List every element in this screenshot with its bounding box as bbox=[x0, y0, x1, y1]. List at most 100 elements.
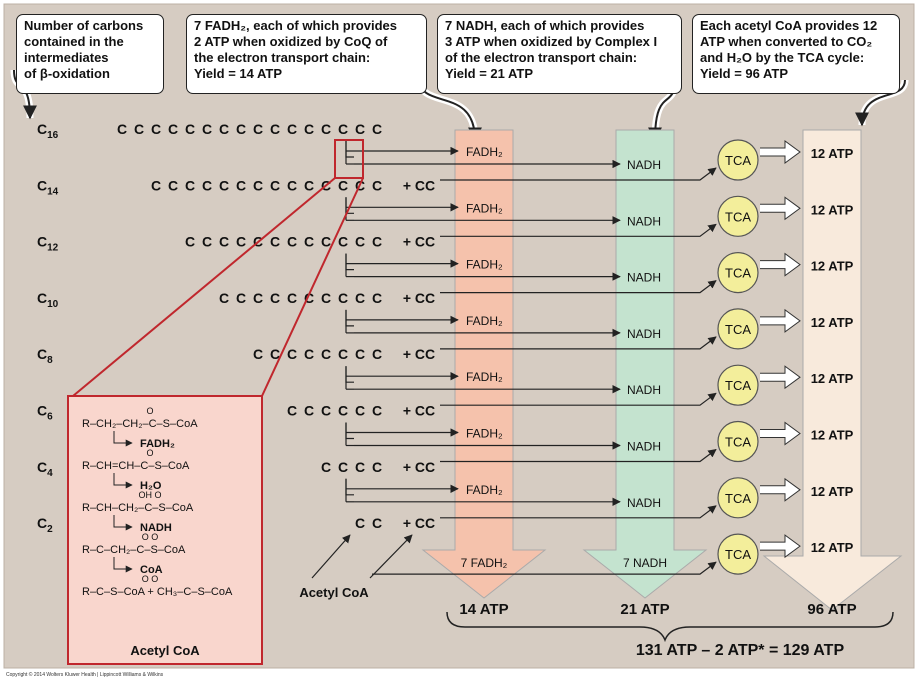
carbon-atom: C bbox=[338, 459, 348, 475]
inset-mol-top: OH O bbox=[138, 490, 161, 500]
callout-line: ATP when converted to CO₂ bbox=[700, 34, 873, 49]
carbon-atom: C bbox=[287, 121, 297, 137]
tca-cycle-circle bbox=[717, 195, 759, 237]
atp-hollow-arrow bbox=[760, 196, 801, 221]
row-atp-yield: 12 ATP bbox=[811, 315, 854, 330]
carbon-atom: C bbox=[355, 459, 365, 475]
tca-label: TCA bbox=[725, 322, 751, 337]
fadh2-label: FADH₂ bbox=[466, 314, 503, 328]
callout-acetyl-pointer bbox=[855, 79, 906, 127]
callout-carbons: Number of carbons contained in the interme… bbox=[16, 14, 164, 94]
carbon-atom: C bbox=[338, 346, 348, 362]
row-label: C2 bbox=[37, 515, 53, 535]
inset-step-label: NADH bbox=[140, 522, 172, 534]
carbon-atom: C bbox=[372, 121, 382, 137]
callout-line: intermediates bbox=[24, 50, 109, 65]
carbon-atom: C bbox=[287, 177, 297, 193]
carbon-atom: C bbox=[355, 121, 365, 137]
atp-hollow-arrow bbox=[760, 140, 801, 164]
yield-nadh: 21 ATP bbox=[620, 601, 669, 618]
carbon-atom: C bbox=[185, 121, 195, 137]
copyright-notice: Copyright © 2014 Wolters Kluwer Health |… bbox=[6, 672, 164, 678]
carbon-atom: C bbox=[219, 121, 229, 137]
carbon-atom: C bbox=[355, 403, 365, 419]
fadh2-label: FADH₂ bbox=[466, 201, 503, 215]
total-atp-yield: 131 ATP – 2 ATP* = 129 ATP bbox=[636, 642, 845, 659]
acetyl-to-tca-arrow bbox=[440, 392, 717, 406]
row-label: C4 bbox=[37, 459, 53, 479]
inset-molecule: R–CH=CH–C–S–CoA bbox=[82, 460, 190, 472]
yield-tca: 96 ATP bbox=[807, 601, 856, 618]
inset-step-arrow bbox=[113, 473, 133, 489]
carbon-atom: C bbox=[372, 459, 382, 475]
tca-label: TCA bbox=[725, 153, 751, 168]
callout-line: 3 ATP when oxidized by Complex I bbox=[445, 34, 658, 49]
callout-nadh: 7 NADH, each of which provides 3 ATP when… bbox=[437, 14, 682, 94]
atp-hollow-arrow bbox=[760, 477, 801, 502]
callout-line: Number of carbons bbox=[24, 18, 144, 33]
tca-cycle-circle bbox=[717, 252, 759, 294]
carbon-atom: C bbox=[202, 177, 212, 193]
carbon-atom: C bbox=[219, 177, 229, 193]
carbon-atom: C bbox=[287, 403, 297, 419]
callout-fadh2: 7 FADH₂, each of which provides 2 ATP whe… bbox=[186, 14, 427, 94]
row-label-sub: 14 bbox=[47, 186, 59, 197]
inset-detail: OR–CH₂–CH₂–C–S–CoAFADH₂OR–CH=CH–C–S–CoAH… bbox=[67, 395, 263, 665]
fadh2-label: FADH₂ bbox=[466, 427, 503, 441]
nadh-label: NADH bbox=[627, 214, 661, 228]
nadh-total-label: 7 NADH bbox=[623, 556, 667, 570]
inset-box bbox=[67, 395, 263, 665]
row-label-sub: 6 bbox=[47, 412, 53, 423]
acetyl-coa-released: + CC bbox=[403, 234, 435, 250]
fadh2-label: FADH₂ bbox=[466, 145, 503, 159]
row-atp-yield: 12 ATP bbox=[811, 484, 854, 499]
row-label-base: C bbox=[37, 403, 47, 419]
acetyl-to-tca-arrow bbox=[440, 336, 717, 350]
carbon-atom: C bbox=[185, 234, 195, 250]
row-label-base: C bbox=[37, 290, 47, 306]
tca-label: TCA bbox=[725, 266, 751, 281]
carbon-atom: C bbox=[151, 121, 161, 137]
carbon-atom: C bbox=[338, 177, 348, 193]
nadh-label: NADH bbox=[627, 383, 661, 397]
acetyl-coa-released: + CC bbox=[403, 346, 435, 362]
carbon-atom: C bbox=[287, 234, 297, 250]
inset-step-label: CoA bbox=[140, 564, 163, 576]
zoom-line-left bbox=[72, 177, 336, 397]
row-label-sub: 4 bbox=[47, 468, 53, 479]
carbon-atom: C bbox=[304, 121, 314, 137]
carbon-atom: C bbox=[372, 290, 382, 306]
carbon-atom: C bbox=[219, 290, 229, 306]
callout-line: of the electron transport chain: bbox=[445, 50, 638, 65]
zoom-line-right bbox=[261, 177, 364, 397]
row-label: C6 bbox=[37, 403, 53, 423]
acetyl-to-tca-arrow bbox=[372, 561, 717, 575]
row-atp-yield: 12 ATP bbox=[811, 371, 854, 386]
inset-footer: Acetyl CoA bbox=[130, 643, 200, 658]
acetyl-to-tca-arrow bbox=[440, 448, 717, 463]
fadh2-total-label: 7 FADH₂ bbox=[461, 556, 508, 570]
fadh2-label: FADH₂ bbox=[466, 370, 503, 384]
row-label-base: C bbox=[37, 121, 47, 137]
row-label: C16 bbox=[37, 121, 59, 141]
fadh2-label: FADH₂ bbox=[466, 483, 503, 497]
nadh-label: NADH bbox=[627, 158, 661, 172]
acetyl-coa-released: + CC bbox=[403, 515, 435, 531]
callout-line: Each acetyl CoA provides 12 bbox=[700, 18, 878, 33]
carbon-atom: C bbox=[321, 234, 331, 250]
callout-line: 7 NADH, each of which provides bbox=[445, 18, 645, 33]
carbon-atom: C bbox=[372, 346, 382, 362]
carbon-atom: C bbox=[117, 121, 127, 137]
callout-acetyl-coa: Each acetyl CoA provides 12 ATP when conv… bbox=[692, 14, 900, 94]
inset-step-label: H₂O bbox=[140, 480, 162, 492]
inset-mol-top: O O bbox=[142, 532, 159, 542]
carbon-atom: C bbox=[236, 234, 246, 250]
carbon-atom: C bbox=[338, 403, 348, 419]
callout-line: and H₂O by the TCA cycle: bbox=[700, 50, 865, 65]
carbon-atom: C bbox=[338, 290, 348, 306]
row-label: C14 bbox=[37, 177, 59, 197]
atp-hollow-arrow bbox=[760, 308, 801, 333]
